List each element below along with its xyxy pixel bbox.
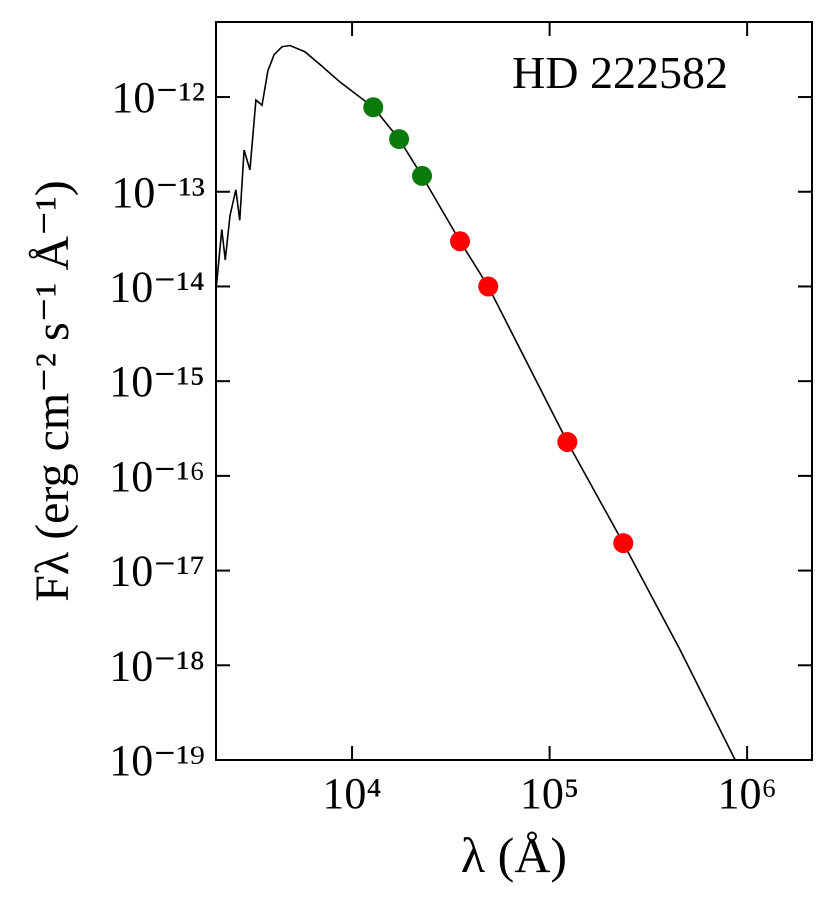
data-point [478,276,499,297]
data-point [389,129,410,150]
plot-area [216,44,736,760]
y-axis-label: Fλ (erg cm⁻² s⁻¹ Å⁻¹) [26,180,79,602]
data-point [613,533,634,554]
data-point [450,231,471,252]
x-tick-label: 10⁵ [520,769,579,818]
data-point [557,431,578,452]
y-tick-label: 10⁻¹⁷ [109,547,205,596]
y-tick-label: 10⁻¹⁴ [109,262,205,311]
y-tick-label: 10⁻¹⁹ [109,736,205,785]
data-point [363,97,384,118]
plot-frame [215,21,813,761]
model-line [216,44,736,760]
x-tick-label: 10⁴ [322,769,381,818]
x-axis-label: λ (Å) [461,827,567,883]
y-tick-label: 10⁻¹⁶ [109,452,205,501]
y-tick-label: 10⁻¹⁸ [109,641,205,690]
y-tick-label: 10⁻¹⁵ [109,357,205,406]
y-tick-label: 10⁻¹² [111,73,205,122]
data-point [412,165,433,186]
x-tick-label: 10⁶ [717,769,776,818]
y-tick-label: 10⁻¹³ [111,168,205,217]
annotation: HD 222582 [512,47,728,98]
